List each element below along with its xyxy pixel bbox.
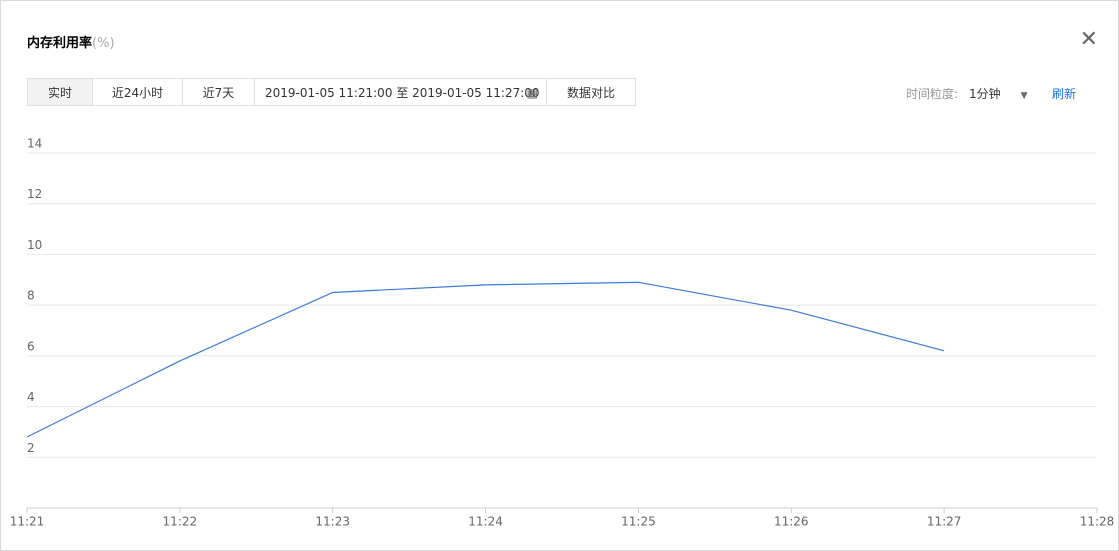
y-tick-label: 8 xyxy=(27,289,35,303)
dropdown-arrow: ▼ xyxy=(1020,91,1028,101)
calendar-icon: ▦ xyxy=(526,86,538,100)
x-tick-label: 11:25 xyxy=(621,515,656,529)
range-button[interactable]: 实时 xyxy=(27,78,93,106)
line xyxy=(26,281,945,438)
title: 内存利用率(%) xyxy=(27,32,115,51)
x-tick-label: 11:21 xyxy=(10,515,45,529)
refresh-link[interactable]: 刷新 xyxy=(1052,87,1077,101)
date-range-text: 2019-01-05 11:21:00 至 2019-01-05 11:27:0… xyxy=(265,86,540,100)
granularity-label: 时间粒度: xyxy=(906,87,959,101)
y-tick-label: 2 xyxy=(27,441,35,455)
x-tick-label: 11:22 xyxy=(163,515,198,529)
x-tick-label: 11:23 xyxy=(315,515,350,529)
range-button[interactable]: 近7天 xyxy=(182,78,255,106)
y-tick-label: 12 xyxy=(27,187,42,201)
x-tick-label: 11:26 xyxy=(774,515,809,529)
range-button[interactable]: 近24小时 xyxy=(92,78,183,106)
close-button[interactable]: ✕ xyxy=(1079,27,1098,52)
title-text: 内存利用率 xyxy=(27,36,93,51)
y-tick-label: 4 xyxy=(27,390,35,404)
x-tick-label: 11:28 xyxy=(1080,515,1115,529)
unit: (%) xyxy=(92,36,115,51)
granularity-select[interactable]: 1分钟 ▼ xyxy=(969,85,1028,102)
x-tick-label: 11:27 xyxy=(927,515,962,529)
y-tick-label: 14 xyxy=(27,137,42,151)
compare-button[interactable]: 数据对比 xyxy=(546,78,636,106)
x-tick-label: 11:24 xyxy=(468,515,503,529)
y-tick-label: 10 xyxy=(27,238,42,252)
granularity-value: 1分钟 xyxy=(969,87,1001,101)
y-tick-label: 6 xyxy=(27,339,35,353)
date-range[interactable]: 2019-01-05 11:21:00 至 2019-01-05 11:27:0… xyxy=(254,78,547,106)
